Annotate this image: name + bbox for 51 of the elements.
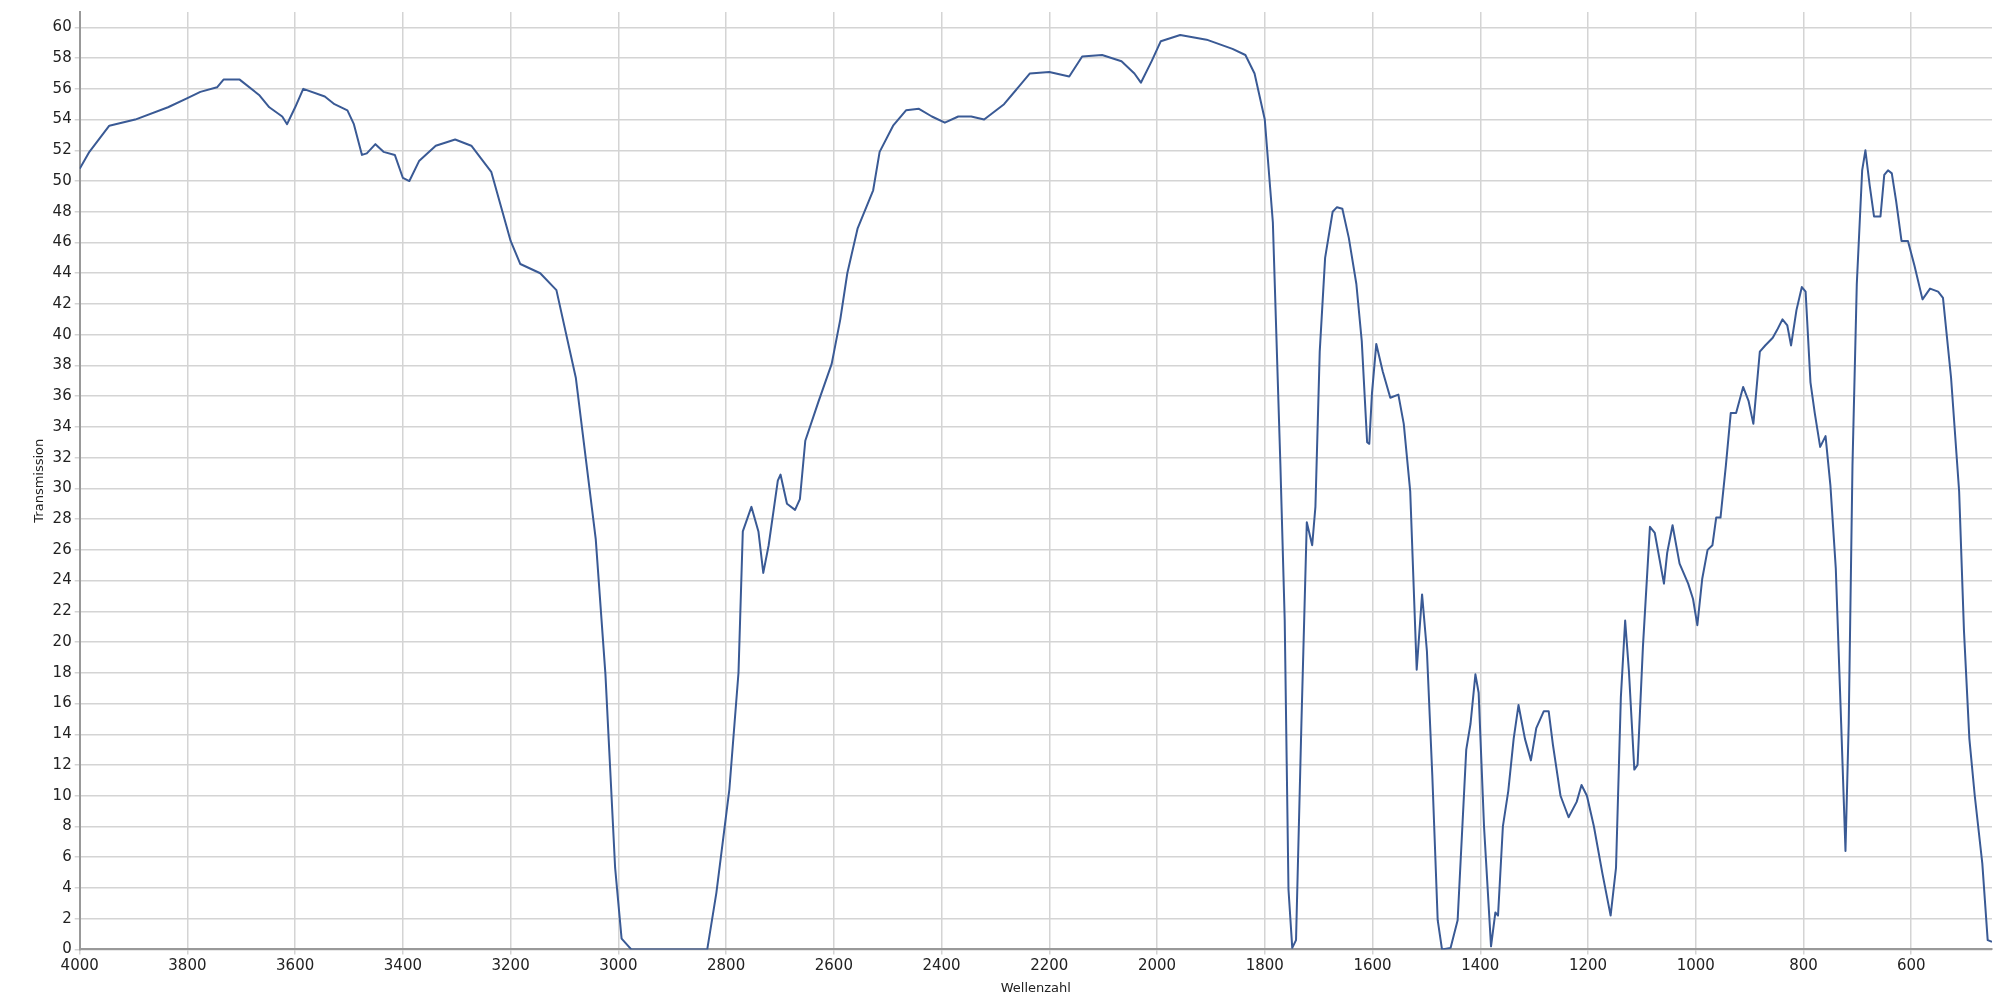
x-tick-label: 4000 [60,956,99,975]
y-tick-label: 26 [52,539,72,558]
x-tick-label: 3600 [276,956,315,975]
x-tick-label: 2400 [922,956,961,975]
y-tick-label: 54 [52,109,72,128]
x-tick-label: 2800 [707,956,746,975]
y-tick-label: 0 [62,939,72,958]
x-tick-label: 1600 [1353,956,1392,975]
y-tick-label: 60 [52,17,72,36]
y-tick-label: 2 [62,908,72,927]
y-tick-label: 28 [52,509,72,528]
y-tick-label: 16 [52,693,72,712]
y-tick-label: 58 [52,47,72,66]
y-tick-label: 10 [52,785,72,804]
y-tick-label: 24 [52,570,72,589]
x-tick-label: 2000 [1137,956,1177,975]
y-tick-label: 20 [52,631,72,650]
x-axis-title: Wellenzahl [1000,979,1071,995]
y-tick-label: 30 [52,478,72,497]
y-tick-label: 34 [52,416,72,435]
x-tick-label: 800 [1789,956,1818,975]
y-tick-label: 14 [52,724,72,743]
y-tick-label: 48 [52,201,72,220]
y-tick-label: 42 [52,293,72,312]
y-tick-label: 40 [52,324,72,343]
y-tick-label: 52 [52,140,72,159]
x-tick-label: 3200 [491,956,530,975]
x-tick-label: 600 [1896,956,1926,975]
y-tick-label: 18 [52,662,72,681]
y-tick-label: 22 [52,601,72,620]
y-tick-label: 56 [52,78,72,97]
y-tick-label: 12 [52,754,72,773]
x-tick-label: 3800 [168,956,207,975]
y-tick-label: 38 [52,355,72,374]
y-tick-label: 50 [52,170,72,189]
x-tick-label: 2600 [814,956,853,975]
y-tick-label: 6 [62,847,72,866]
y-tick-label: 8 [62,816,72,835]
y-tick-label: 4 [62,877,72,896]
x-tick-label: 1200 [1568,956,1608,975]
x-tick-label: 3000 [599,956,638,975]
y-tick-label: 46 [52,232,72,251]
x-tick-label: 3400 [383,956,422,975]
y-tick-label: 32 [52,447,72,466]
y-tick-label: 44 [52,263,72,282]
y-tick-label: 36 [52,386,72,405]
x-tick-label: 1000 [1676,956,1715,975]
y-axis-title: Transmission [31,438,47,524]
x-tick-label: 2200 [1030,956,1069,975]
x-tick-label: 1400 [1461,956,1500,975]
x-tick-label: 1800 [1245,956,1284,975]
